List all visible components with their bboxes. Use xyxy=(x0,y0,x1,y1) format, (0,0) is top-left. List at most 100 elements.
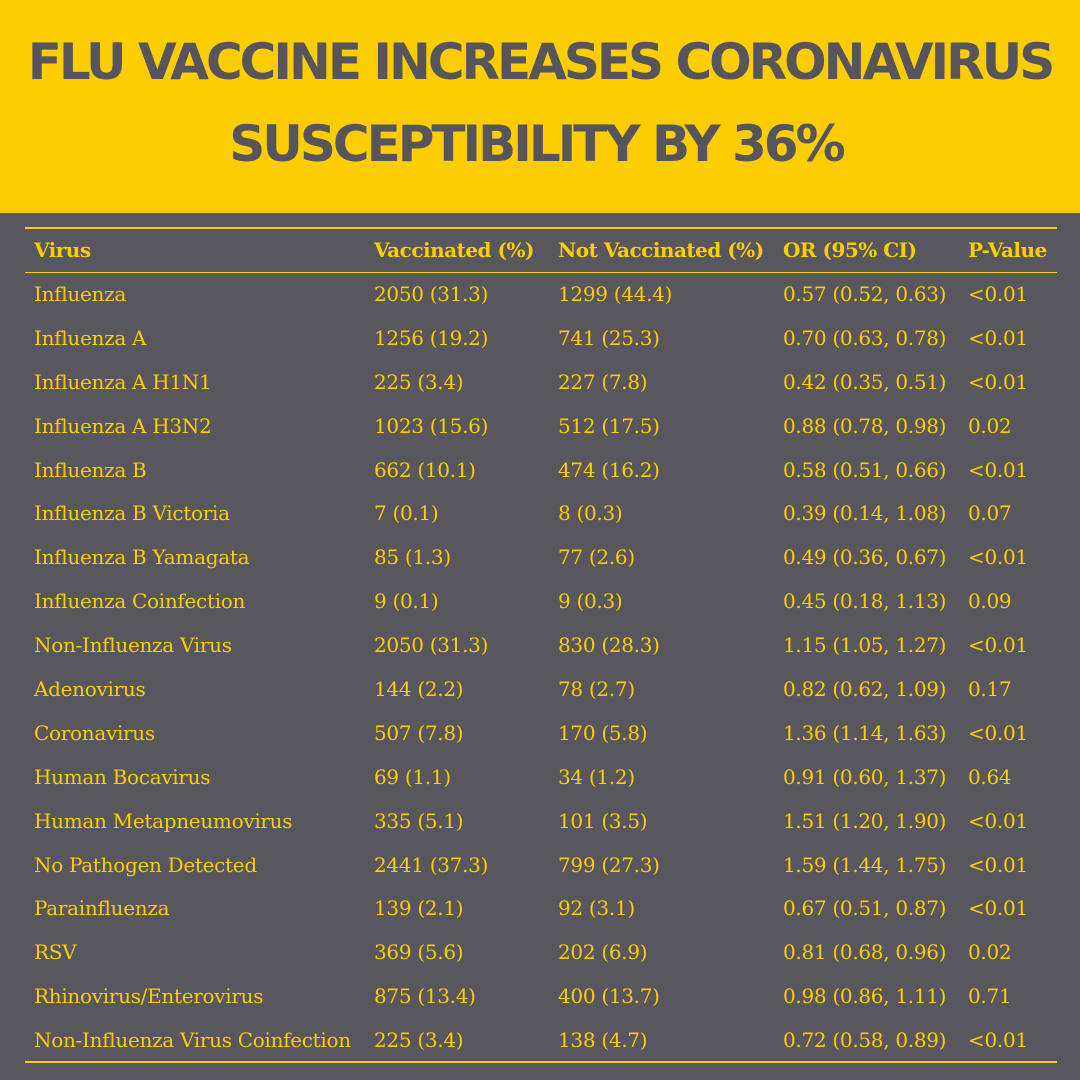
table-header: Virus Vaccinated (%) Not Vaccinated (%) … xyxy=(25,228,1057,272)
odds-ratio-cell: 0.88 (0.78, 0.98) xyxy=(783,413,947,438)
not-vaccinated-cell: 1299 (44.4) xyxy=(558,282,673,307)
virus-cell: Influenza B xyxy=(34,457,147,482)
table-row: No Pathogen Detected 2441 (37.3) 799 (27.3… xyxy=(25,843,1057,887)
table-row: Influenza Coinfection 9 (0.1) 9 (0.3) 0.45 … xyxy=(25,579,1057,623)
not-vaccinated-cell: 92 (3.1) xyxy=(558,896,635,921)
odds-ratio-cell: 0.49 (0.36, 0.67) xyxy=(783,545,947,570)
not-vaccinated-cell: 138 (4.7) xyxy=(558,1027,648,1052)
not-vaccinated-cell: 8 (0.3) xyxy=(558,501,623,526)
table-row: Influenza B 662 (10.1) 474 (16.2) 0.58 (0.5… xyxy=(25,448,1057,492)
table-row: Parainfluenza 139 (2.1) 92 (3.1) 0.67 (0.51… xyxy=(25,886,1057,930)
table-row: Influenza B Victoria 7 (0.1) 8 (0.3) 0.39 (… xyxy=(25,491,1057,535)
p-value-cell: 0.09 xyxy=(968,589,1012,614)
header-not-vaccinated: Not Vaccinated (%) xyxy=(558,238,764,263)
p-value-cell: 0.02 xyxy=(968,413,1012,438)
virus-cell: Non-Influenza Virus xyxy=(34,633,232,658)
p-value-cell: <0.01 xyxy=(968,369,1028,394)
virus-cell: Influenza B Victoria xyxy=(34,501,230,526)
vaccinated-cell: 225 (3.4) xyxy=(374,1027,464,1052)
results-table-container: Virus Vaccinated (%) Not Vaccinated (%) … xyxy=(25,227,1057,1063)
odds-ratio-cell: 1.15 (1.05, 1.27) xyxy=(783,633,947,658)
table-row: Non-Influenza Virus 2050 (31.3) 830 (28.3)… xyxy=(25,623,1057,667)
vaccinated-cell: 875 (13.4) xyxy=(374,984,476,1009)
vaccinated-cell: 1023 (15.6) xyxy=(374,413,489,438)
odds-ratio-cell: 0.42 (0.35, 0.51) xyxy=(783,369,947,394)
not-vaccinated-cell: 77 (2.6) xyxy=(558,545,635,570)
not-vaccinated-cell: 101 (3.5) xyxy=(558,808,648,833)
table-row: Influenza 2050 (31.3) 1299 (44.4) 0.57 (0.5… xyxy=(25,272,1057,316)
virus-cell: Influenza A H1N1 xyxy=(34,369,212,394)
vaccinated-cell: 1256 (19.2) xyxy=(374,325,489,350)
vaccinated-cell: 7 (0.1) xyxy=(374,501,439,526)
virus-cell: RSV xyxy=(34,940,77,965)
virus-cell: Influenza A H3N2 xyxy=(34,413,212,438)
p-value-cell: <0.01 xyxy=(968,457,1028,482)
header-p-value: P-Value xyxy=(968,238,1047,263)
virus-cell: Human Metapneumovirus xyxy=(34,808,293,833)
header-vaccinated: Vaccinated (%) xyxy=(374,238,534,263)
odds-ratio-cell: 0.57 (0.52, 0.63) xyxy=(783,282,947,307)
table-row: Influenza A H1N1 225 (3.4) 227 (7.8) 0.42 (… xyxy=(25,360,1057,404)
vaccinated-cell: 69 (1.1) xyxy=(374,764,451,789)
vaccinated-cell: 2441 (37.3) xyxy=(374,852,489,877)
results-table: Virus Vaccinated (%) Not Vaccinated (%) … xyxy=(25,227,1057,1063)
table-body: Influenza 2050 (31.3) 1299 (44.4) 0.57 (0.5… xyxy=(25,272,1057,1063)
p-value-cell: <0.01 xyxy=(968,325,1028,350)
title-line-1: FLU VACCINE INCREASES CORONAVIRUS xyxy=(27,33,1056,91)
p-value-cell: <0.01 xyxy=(968,545,1028,570)
virus-cell: Influenza Coinfection xyxy=(34,589,246,614)
not-vaccinated-cell: 202 (6.9) xyxy=(558,940,648,965)
vaccinated-cell: 85 (1.3) xyxy=(374,545,451,570)
odds-ratio-cell: 1.51 (1.20, 1.90) xyxy=(783,808,947,833)
header-odds-ratio: OR (95% CI) xyxy=(783,238,917,263)
odds-ratio-cell: 0.67 (0.51, 0.87) xyxy=(783,896,947,921)
p-value-cell: <0.01 xyxy=(968,282,1028,307)
vaccinated-cell: 9 (0.1) xyxy=(374,589,439,614)
not-vaccinated-cell: 474 (16.2) xyxy=(558,457,660,482)
p-value-cell: 0.02 xyxy=(968,940,1012,965)
virus-cell: Influenza A xyxy=(34,325,147,350)
p-value-cell: <0.01 xyxy=(968,852,1028,877)
odds-ratio-cell: 0.45 (0.18, 1.13) xyxy=(783,589,947,614)
header-virus: Virus xyxy=(34,238,91,263)
p-value-cell: <0.01 xyxy=(968,720,1028,745)
table-row: Influenza A 1256 (19.2) 741 (25.3) 0.70 (0.… xyxy=(25,316,1057,360)
odds-ratio-cell: 0.58 (0.51, 0.66) xyxy=(783,457,947,482)
virus-cell: Parainfluenza xyxy=(34,896,170,921)
odds-ratio-cell: 0.70 (0.63, 0.78) xyxy=(783,325,947,350)
not-vaccinated-cell: 78 (2.7) xyxy=(558,676,635,701)
table-row: Human Metapneumovirus 335 (5.1) 101 (3.5) 1… xyxy=(25,799,1057,843)
table-row: Non-Influenza Virus Coinfection 225 (3.4)… xyxy=(25,1018,1057,1063)
vaccinated-cell: 144 (2.2) xyxy=(374,676,464,701)
odds-ratio-cell: 0.82 (0.62, 1.09) xyxy=(783,676,947,701)
virus-cell: Coronavirus xyxy=(34,720,155,745)
table-row: RSV 369 (5.6) 202 (6.9) 0.81 (0.68, 0.96) 0.… xyxy=(25,930,1057,974)
virus-cell: Influenza B Yamagata xyxy=(34,545,250,570)
not-vaccinated-cell: 799 (27.3) xyxy=(558,852,660,877)
p-value-cell: 0.07 xyxy=(968,501,1012,526)
vaccinated-cell: 662 (10.1) xyxy=(374,457,476,482)
vaccinated-cell: 2050 (31.3) xyxy=(374,282,489,307)
header-row: Virus Vaccinated (%) Not Vaccinated (%) … xyxy=(25,228,1057,272)
table-row: Influenza B Yamagata 85 (1.3) 77 (2.6) 0.49… xyxy=(25,535,1057,579)
table-row: Coronavirus 507 (7.8) 170 (5.8) 1.36 (1.14,… xyxy=(25,711,1057,755)
p-value-cell: <0.01 xyxy=(968,808,1028,833)
virus-cell: Adenovirus xyxy=(34,676,146,701)
vaccinated-cell: 225 (3.4) xyxy=(374,369,464,394)
virus-cell: Rhinovirus/Enterovirus xyxy=(34,984,264,1009)
odds-ratio-cell: 1.36 (1.14, 1.63) xyxy=(783,720,947,745)
p-value-cell: 0.17 xyxy=(968,676,1012,701)
p-value-cell: <0.01 xyxy=(968,896,1028,921)
odds-ratio-cell: 0.81 (0.68, 0.96) xyxy=(783,940,947,965)
odds-ratio-cell: 0.72 (0.58, 0.89) xyxy=(783,1027,947,1052)
not-vaccinated-cell: 227 (7.8) xyxy=(558,369,648,394)
vaccinated-cell: 139 (2.1) xyxy=(374,896,464,921)
not-vaccinated-cell: 741 (25.3) xyxy=(558,325,660,350)
table-row: Human Bocavirus 69 (1.1) 34 (1.2) 0.91 (0.6… xyxy=(25,755,1057,799)
not-vaccinated-cell: 400 (13.7) xyxy=(558,984,660,1009)
title-line-2: SUSCEPTIBILITY BY 36% xyxy=(229,115,845,173)
virus-cell: No Pathogen Detected xyxy=(34,852,257,877)
virus-cell: Non-Influenza Virus Coinfection xyxy=(34,1027,351,1052)
p-value-cell: 0.64 xyxy=(968,764,1012,789)
virus-cell: Influenza xyxy=(34,282,126,307)
